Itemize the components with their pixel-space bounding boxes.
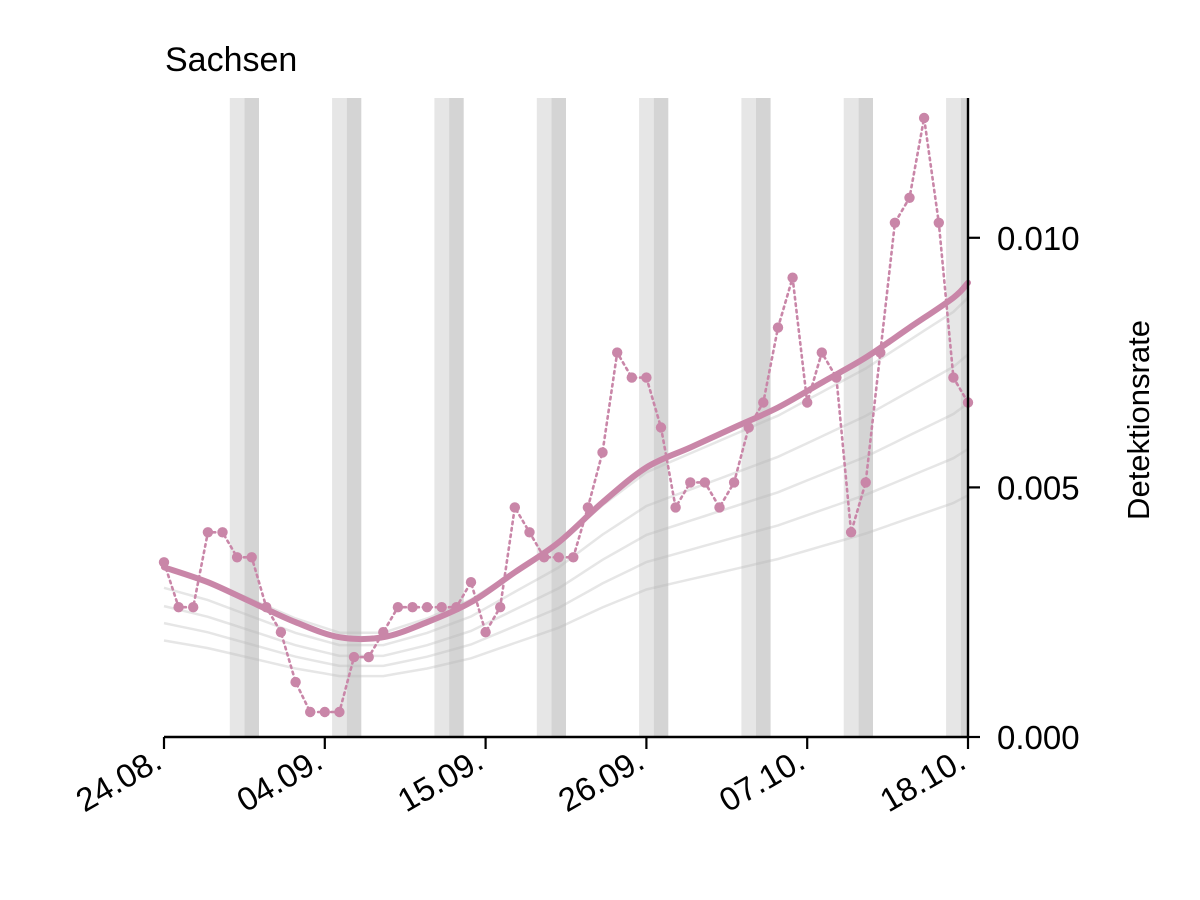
daily-rate-point <box>421 602 433 613</box>
daily-rate-point <box>305 706 316 718</box>
daily-rate-point <box>612 347 623 358</box>
daily-rate-point <box>348 651 360 663</box>
y-tick-label: 0.000 <box>997 719 1080 756</box>
daily-rate-point <box>670 502 681 513</box>
daily-rate-point <box>407 602 418 613</box>
x-tick-label: 24.08. <box>70 741 168 819</box>
x-tick-label: 07.10. <box>713 741 811 819</box>
daily-rate-point <box>758 397 769 408</box>
weekend-band <box>946 98 961 737</box>
daily-rate-point <box>524 527 535 538</box>
daily-rate-point <box>699 477 711 488</box>
daily-rate-point <box>480 627 491 638</box>
daily-rate-point <box>655 422 667 433</box>
weekend-band <box>639 98 654 737</box>
weekend-band <box>449 98 464 737</box>
daily-rate-point <box>334 706 345 718</box>
daily-rate-point <box>816 347 827 358</box>
background-trend-line <box>163 402 969 658</box>
chart-title: Sachsen <box>165 41 297 79</box>
daily-rate-point <box>568 552 579 563</box>
axes: 24.08. 04.09. 15.09. 26.09. 07.10. 18.10. 0.00… <box>70 98 1080 819</box>
daily-rate-point <box>217 527 228 538</box>
daily-rate-point <box>933 217 944 228</box>
y-tick-label: 0.010 <box>997 220 1080 257</box>
daily-rate-point <box>158 557 170 568</box>
daily-rate-point <box>787 272 798 283</box>
daily-rate-point <box>948 372 959 383</box>
daily-rate-point <box>889 217 901 228</box>
daily-rate-point <box>436 602 447 613</box>
x-tick-label: 18.10. <box>874 741 972 819</box>
weekend-band <box>741 98 756 737</box>
weekend-band <box>551 98 566 737</box>
x-tick-label: 04.09. <box>230 741 328 819</box>
background-trend-line <box>163 494 969 678</box>
daily-rate-point <box>275 627 287 638</box>
daily-rate-point <box>772 322 784 333</box>
daily-rate-point <box>714 502 725 513</box>
daily-rate-point <box>626 372 637 383</box>
daily-rate-point <box>363 651 374 663</box>
weekend-bands <box>229 98 968 737</box>
weekend-band <box>434 98 449 737</box>
highlight-series <box>158 112 974 718</box>
daily-rate-point <box>495 602 506 613</box>
daily-rate-point <box>641 372 652 383</box>
daily-rate-point <box>597 447 608 458</box>
daily-rate-point <box>188 602 199 613</box>
smoothed-trend-line <box>161 279 971 643</box>
x-tick-label: 26.09. <box>552 741 650 819</box>
weekend-band <box>229 98 245 737</box>
x-tick-label: 15.09. <box>391 741 489 819</box>
background-trend-line <box>163 447 969 668</box>
weekend-band <box>653 98 669 737</box>
daily-rate-point <box>553 552 564 563</box>
background-trend-line <box>163 353 969 647</box>
daily-rate-point <box>728 477 740 488</box>
y-axis-label: Detektionsrate <box>1121 320 1156 520</box>
daily-rate-point <box>509 502 520 513</box>
daily-rate-point <box>290 676 301 688</box>
weekend-band <box>244 98 259 737</box>
daily-rate-point <box>918 112 930 124</box>
daily-rate-point <box>860 477 871 488</box>
daily-rate-point <box>845 527 857 538</box>
weekend-band <box>843 98 859 737</box>
daily-rate-point <box>685 477 696 488</box>
daily-rate-point <box>392 602 404 613</box>
y-tick-label: 0.005 <box>997 469 1080 506</box>
daily-rate-point <box>246 552 257 563</box>
daily-rate-point <box>173 602 184 613</box>
daily-rate-point <box>465 577 477 588</box>
weekend-band <box>858 98 873 737</box>
daily-rate-point <box>231 552 243 563</box>
weekend-band <box>536 98 552 737</box>
weekend-band <box>332 98 347 737</box>
daily-rate-point <box>319 706 330 718</box>
daily-rate-point <box>202 527 214 538</box>
daily-rate-point <box>904 192 915 203</box>
weekend-band <box>960 98 968 737</box>
weekend-band <box>346 98 362 737</box>
daily-rate-point <box>802 397 813 408</box>
